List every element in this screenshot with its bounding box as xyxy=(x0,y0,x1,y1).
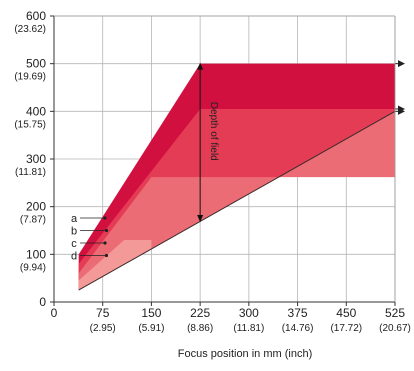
edge-arrow-2 xyxy=(398,107,405,115)
y-tick-label-0: 0 xyxy=(39,295,46,309)
y-tick-labels: 0 100(9.94) 200(7.87) 300(11.81) 400(15.75) 5… xyxy=(14,9,54,309)
edge-arrow-0 xyxy=(398,60,405,68)
y-tick-sublabel-600: (23.62) xyxy=(14,24,46,35)
zone-label-d: d xyxy=(71,251,77,263)
zone-dot-d xyxy=(104,253,109,258)
y-tick-label-100: 100 xyxy=(26,247,46,261)
series-areas xyxy=(78,63,395,291)
depth-arrow-top xyxy=(197,62,204,70)
x-tick-label-525: 525 xyxy=(385,306,405,320)
x-tick-sublabel-225: (8.86) xyxy=(187,323,213,334)
zone-label-c: c xyxy=(71,238,77,250)
x-tick-label-375: 375 xyxy=(288,306,308,320)
depth-arrow-bottom xyxy=(197,214,204,222)
x-tick-label-450: 450 xyxy=(336,306,356,320)
x-tick-sublabel-300: (11.81) xyxy=(233,323,264,334)
x-tick-labels: 0 75 (2.95) 150 (5.91) 225 (8.86) 300 (11.81) 375… xyxy=(51,302,411,334)
x-tick-label-0: 0 xyxy=(51,306,58,320)
area-d xyxy=(78,240,152,291)
y-tick-sublabel-400: (15.75) xyxy=(14,119,46,130)
x-tick-label-300: 300 xyxy=(239,306,259,320)
depth-of-field-label: Depth of field xyxy=(208,102,219,161)
x-tick-sublabel-450: (17.72) xyxy=(330,323,362,334)
x-tick-label-75: 75 xyxy=(96,306,110,320)
x-tick-sublabel-525: (20.67) xyxy=(379,323,411,334)
y-tick-label-400: 400 xyxy=(26,104,46,118)
y-tick-label-600: 600 xyxy=(26,9,46,23)
x-tick-label-225: 225 xyxy=(190,306,210,320)
y-tick-sublabel-200: (7.87) xyxy=(20,215,46,226)
lower-boundary-line xyxy=(78,110,396,291)
x-tick-label-150: 150 xyxy=(141,306,161,320)
y-tick-label-500: 500 xyxy=(26,57,46,71)
zone-label-b: b xyxy=(71,226,77,238)
x-tick-sublabel-150: (5.91) xyxy=(138,323,164,334)
y-tick-sublabel-500: (19.69) xyxy=(14,72,46,83)
x-tick-sublabel-75: (2.95) xyxy=(90,323,116,334)
zone-dot-b xyxy=(104,228,109,233)
y-tick-label-300: 300 xyxy=(26,152,46,166)
x-axis-title: Focus position in mm (inch) xyxy=(178,348,313,360)
y-tick-sublabel-100: (9.94) xyxy=(20,262,46,273)
x-tick-sublabel-375: (14.76) xyxy=(282,323,314,334)
zone-dot-a xyxy=(103,216,107,220)
zone-dot-c xyxy=(103,241,107,245)
y-tick-label-200: 200 xyxy=(26,200,46,214)
zone-label-a: a xyxy=(71,213,78,225)
y-tick-sublabel-300: (11.81) xyxy=(15,167,46,178)
